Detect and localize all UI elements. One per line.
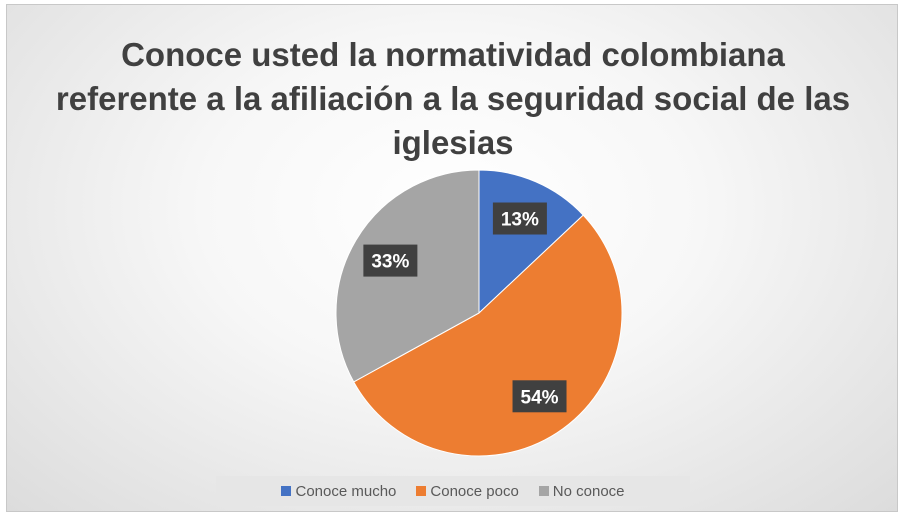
legend: Conoce mucho Conoce poco No conoce [216, 476, 690, 506]
chart-frame: Conoce usted la normatividad colombiana … [6, 4, 898, 512]
legend-swatch-conoce-poco [416, 486, 427, 496]
legend-swatch-conoce-mucho [281, 486, 292, 496]
legend-item-no-conoce: No conoce [538, 482, 625, 500]
legend-label-no-conoce: No conoce [552, 482, 625, 500]
data-label-no-conoce: 33% [363, 244, 418, 277]
chart-title-line-3: iglesias [392, 124, 514, 161]
legend-item-conoce-poco: Conoce poco [416, 482, 519, 500]
legend-label-conoce-mucho: Conoce mucho [295, 482, 397, 500]
chart-title: Conoce usted la normatividad colombiana … [7, 33, 899, 165]
data-label-box [512, 380, 567, 413]
data-label-conoce-mucho: 13% [492, 202, 547, 235]
data-label-conoce-poco: 54% [512, 380, 567, 413]
data-label-box [492, 202, 547, 235]
pie-chart: 13% 54% 33% [335, 169, 623, 457]
data-label-text: 54% [521, 387, 559, 408]
chart-title-line-1: Conoce usted la normatividad colombiana [121, 36, 785, 73]
legend-item-conoce-mucho: Conoce mucho [281, 483, 396, 500]
legend-label-conoce-poco: Conoce poco [430, 482, 519, 500]
data-label-text: 33% [371, 252, 409, 273]
chart-title-line-2: referente a la afiliación a la seguridad… [55, 80, 851, 117]
legend-swatch-no-conoce [538, 486, 549, 496]
data-label-box [363, 244, 418, 277]
data-label-text: 13% [501, 210, 539, 231]
